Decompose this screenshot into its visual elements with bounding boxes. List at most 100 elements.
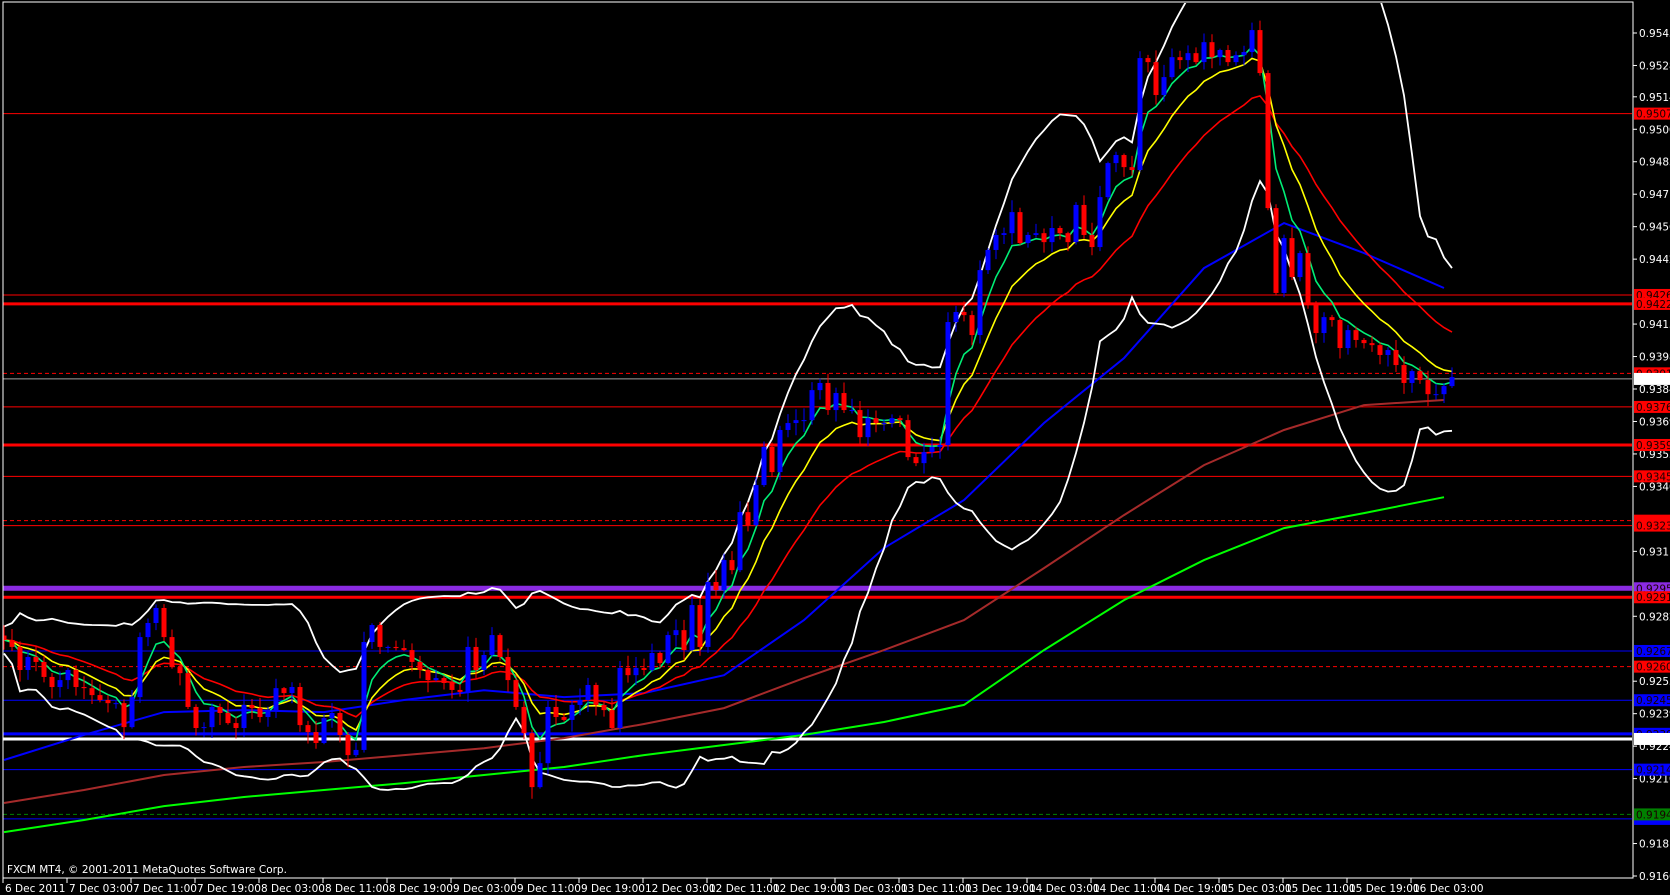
- candle-body: [993, 234, 999, 250]
- candle: [1233, 51, 1239, 66]
- level-price-box: [1634, 644, 1670, 657]
- candle-body: [281, 688, 287, 694]
- candle: [305, 720, 311, 744]
- candle: [929, 437, 935, 458]
- price-tick-label: 0.91810: [1639, 839, 1670, 851]
- candle: [1145, 54, 1151, 73]
- candle: [689, 596, 695, 652]
- candle: [1289, 227, 1295, 281]
- candle-body: [25, 657, 31, 671]
- candle-body: [753, 485, 759, 526]
- candle-body: [41, 661, 47, 677]
- candle-body: [57, 680, 63, 688]
- candle-body: [1329, 317, 1335, 321]
- candle-body: [1321, 317, 1327, 334]
- candle: [145, 618, 151, 647]
- candle-body: [289, 687, 295, 694]
- candle: [361, 631, 367, 753]
- candle: [729, 551, 735, 575]
- level-price-box: [1634, 400, 1670, 413]
- candle: [433, 669, 439, 682]
- candle-body: [1249, 30, 1255, 53]
- candle: [513, 677, 519, 710]
- candle: [753, 476, 759, 527]
- candle: [561, 713, 567, 722]
- candle: [1281, 234, 1287, 298]
- candle: [993, 229, 999, 260]
- candle: [345, 731, 351, 768]
- candle: [641, 658, 647, 676]
- candle-body: [1073, 204, 1079, 243]
- candle: [1353, 326, 1359, 348]
- candle: [81, 676, 87, 700]
- candle-body: [617, 667, 623, 728]
- time-tick-label: 12 Dec 19:00: [773, 883, 844, 895]
- candle: [161, 604, 167, 642]
- level-price-box: [1634, 372, 1670, 385]
- candle-body: [1169, 57, 1175, 78]
- candle: [1105, 161, 1111, 200]
- candle-body: [321, 718, 327, 744]
- candle: [489, 627, 495, 657]
- candle-body: [1049, 228, 1055, 243]
- candle: [969, 310, 975, 346]
- candle-body: [1081, 204, 1087, 235]
- candle-body: [345, 734, 351, 756]
- candle: [1161, 64, 1167, 102]
- candle-body: [1313, 303, 1319, 334]
- time-tick-label: 12 Dec 11:00: [709, 883, 780, 895]
- candle-body: [9, 640, 15, 647]
- candle: [49, 672, 55, 699]
- candle: [1265, 70, 1271, 211]
- candle: [193, 704, 199, 736]
- candle-body: [1425, 380, 1431, 395]
- candle: [417, 655, 423, 679]
- level-price-box: [1634, 763, 1670, 776]
- time-tick-label: 6 Dec 2011: [5, 883, 65, 895]
- candle-body: [1417, 371, 1423, 381]
- candle-body: [1161, 77, 1167, 96]
- candle: [1137, 51, 1143, 172]
- candle: [377, 621, 383, 655]
- candle: [873, 410, 879, 433]
- candle-body: [833, 393, 839, 411]
- candle: [577, 688, 583, 716]
- candle: [657, 651, 663, 669]
- price-tick-label: 0.92535: [1639, 676, 1670, 688]
- candle: [961, 301, 967, 322]
- candle: [41, 655, 47, 683]
- candle-body: [537, 763, 543, 788]
- candle: [497, 633, 503, 661]
- candle: [225, 701, 231, 725]
- candle-body: [97, 695, 103, 701]
- price-axis[interactable]: 0.95430 0.95285 0.95145 0.95000 0.94855 0.947…: [1633, 28, 1670, 883]
- candle-body: [1273, 208, 1279, 293]
- candle-body: [153, 607, 159, 623]
- time-axis[interactable]: 6 Dec 2011 7 Dec 03:00 7 Dec 11:00 7 Dec 19…: [2, 877, 1633, 895]
- candle: [1081, 195, 1087, 239]
- candle-body: [273, 688, 279, 711]
- candle: [129, 690, 135, 729]
- candle: [889, 414, 895, 428]
- time-tick-label: 15 Dec 19:00: [1349, 883, 1420, 895]
- candle-body: [881, 423, 887, 425]
- candle-body: [1433, 394, 1439, 396]
- candle-body: [529, 733, 535, 788]
- candle: [953, 305, 959, 332]
- candle-body: [945, 322, 951, 445]
- candle: [1177, 50, 1183, 69]
- candle-body: [1409, 371, 1415, 383]
- candle: [849, 398, 855, 414]
- candle: [905, 414, 911, 461]
- candle-body: [1113, 155, 1119, 164]
- time-tick-label: 8 Dec 11:00: [325, 883, 389, 895]
- candle-body: [1265, 73, 1271, 209]
- candle-body: [457, 689, 463, 692]
- candle: [337, 709, 343, 743]
- time-tick-label: 7 Dec 19:00: [197, 883, 261, 895]
- candle-body: [1377, 345, 1383, 355]
